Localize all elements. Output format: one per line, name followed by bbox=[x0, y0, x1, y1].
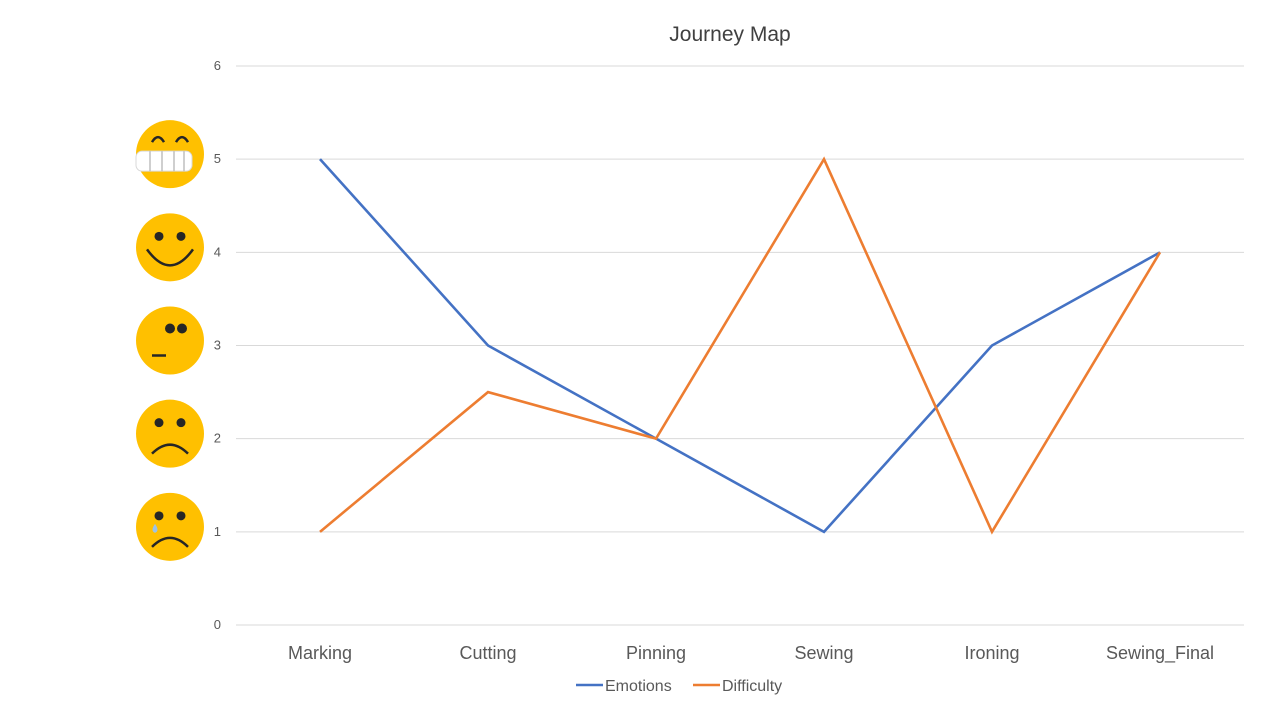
x-tick-label: Sewing_Final bbox=[1106, 643, 1214, 664]
legend-item-difficulty: Difficulty bbox=[693, 678, 782, 695]
series-line-difficulty bbox=[319, 156, 1162, 535]
grinning-face-icon bbox=[135, 120, 204, 189]
x-tick-label: Pinning bbox=[626, 643, 686, 663]
x-tick-label: Sewing bbox=[794, 643, 853, 663]
legend-label: Emotions bbox=[605, 678, 672, 695]
legend-item-emotions: Emotions bbox=[576, 678, 672, 695]
y-tick-label: 2 bbox=[214, 431, 221, 446]
chart-title: Journey Map bbox=[669, 23, 790, 46]
x-tick-label: Marking bbox=[288, 643, 352, 663]
x-tick-label: Cutting bbox=[459, 643, 516, 663]
y-tick-label: 4 bbox=[214, 244, 221, 259]
neutral-face-icon bbox=[136, 306, 204, 375]
legend-label: Difficulty bbox=[722, 678, 782, 695]
crying-face-icon bbox=[136, 492, 204, 561]
y-tick-label: 5 bbox=[214, 151, 221, 166]
legend: Emotions Difficulty bbox=[576, 678, 782, 695]
x-axis-ticks: Marking Cutting Pinning Sewing Ironing Sewing… bbox=[288, 643, 1214, 664]
smiling-face-icon bbox=[136, 213, 204, 282]
x-tick-label: Ironing bbox=[964, 643, 1019, 663]
y-tick-label: 3 bbox=[214, 338, 221, 353]
frowning-face-icon bbox=[136, 399, 204, 468]
series-line-emotions bbox=[319, 158, 1161, 534]
emoji-scale bbox=[135, 120, 204, 561]
y-tick-label: 0 bbox=[214, 617, 221, 632]
y-axis-ticks: 0 1 2 3 4 5 6 bbox=[214, 58, 221, 632]
y-tick-label: 6 bbox=[214, 58, 221, 73]
gridlines bbox=[236, 65, 1244, 626]
y-tick-label: 1 bbox=[214, 524, 221, 539]
series-lines bbox=[319, 156, 1162, 535]
